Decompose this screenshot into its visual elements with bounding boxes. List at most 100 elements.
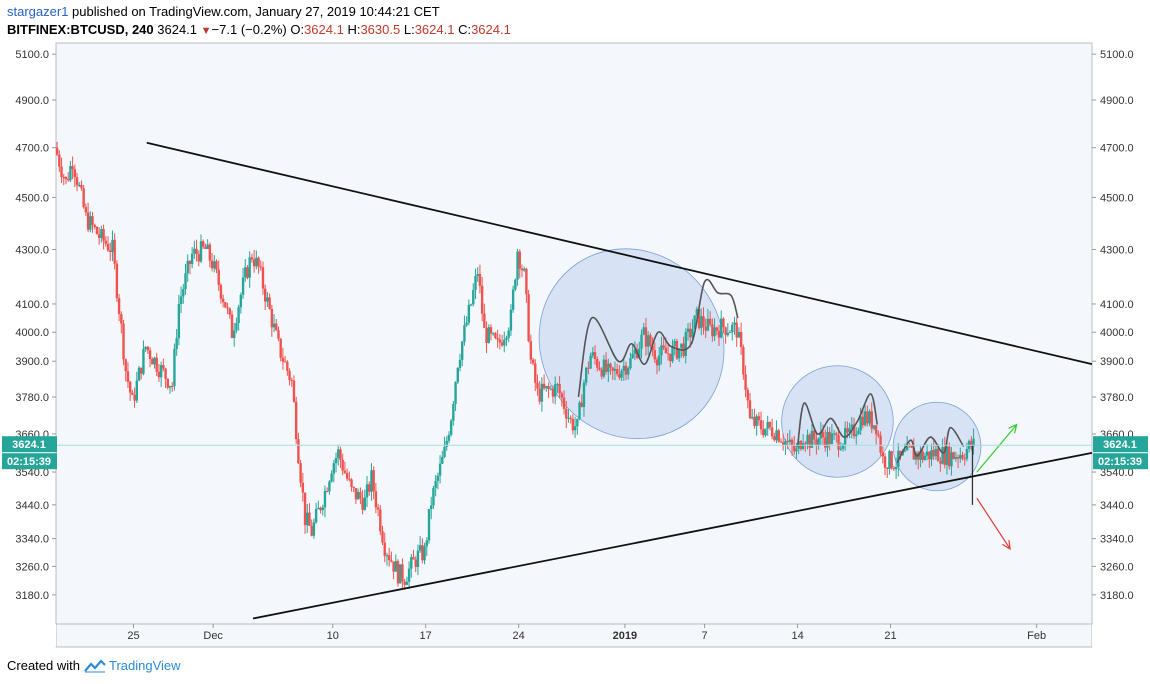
candle-body <box>702 316 705 327</box>
candle-body <box>268 297 271 309</box>
candle-body <box>458 359 462 368</box>
candle-body <box>553 384 557 397</box>
candle-body <box>131 392 134 395</box>
x-tick-label: 17 <box>420 630 432 642</box>
x-tick-label: 7 <box>702 630 708 642</box>
candle-body <box>199 241 203 262</box>
wave-curve-2[interactable] <box>796 393 879 447</box>
candle-body <box>518 251 521 269</box>
candle-body <box>202 241 205 247</box>
candle-body <box>868 411 871 424</box>
candle-body <box>461 341 464 360</box>
candle-body <box>106 243 110 251</box>
candle-body <box>483 313 486 329</box>
candle-body <box>142 349 145 374</box>
open-label: O: <box>290 22 305 37</box>
candle-body <box>972 438 975 447</box>
arrow-up[interactable] <box>976 424 1018 473</box>
candle-body <box>332 463 336 474</box>
candle-body <box>443 446 446 457</box>
candle-body <box>631 353 634 359</box>
candle-body <box>370 470 373 492</box>
arrow-down[interactable] <box>976 497 1011 550</box>
y-tick-label-left: 3340.0 <box>15 534 49 546</box>
candle-body <box>560 393 564 398</box>
candle-body <box>651 346 654 351</box>
candle-body <box>686 328 690 332</box>
candle-body <box>93 224 96 227</box>
candle-body <box>288 370 291 380</box>
right-axis-bg <box>1092 43 1150 647</box>
close-value: 3624.1 <box>471 22 511 37</box>
candle-body <box>290 379 293 381</box>
candle-body <box>715 327 718 331</box>
candle-body <box>503 339 506 346</box>
candle-body <box>246 267 249 278</box>
candle-body <box>427 509 431 541</box>
ellipse-annotation-3[interactable] <box>886 395 988 497</box>
high-label: H: <box>347 22 361 37</box>
candle-body <box>75 177 79 186</box>
candle-body <box>188 260 192 265</box>
candle-body <box>921 451 924 461</box>
candle-body <box>412 557 415 560</box>
candle-body <box>237 307 240 324</box>
low-label: L: <box>403 22 415 37</box>
candle-body <box>819 431 823 439</box>
candle-body <box>655 359 659 366</box>
resistance-trendline[interactable] <box>146 141 1093 366</box>
candle-body <box>680 343 683 349</box>
candle-body <box>735 322 738 338</box>
wave-curve-1[interactable] <box>577 278 739 398</box>
candle-body <box>596 359 599 368</box>
wave-curve-3[interactable] <box>896 426 965 463</box>
candle-body <box>600 369 603 377</box>
candle-body <box>418 545 422 551</box>
candle-body <box>359 491 362 499</box>
candle-body <box>465 322 468 326</box>
x-tick-label: 21 <box>884 630 896 642</box>
author-link[interactable]: stargazer1 <box>7 4 69 19</box>
candle-body <box>230 314 234 338</box>
support-trendline[interactable] <box>252 451 1093 620</box>
candle-body <box>385 555 389 557</box>
candle-body <box>857 430 860 435</box>
candle-body <box>204 246 207 249</box>
candle-body <box>824 437 827 448</box>
candle-body <box>480 285 484 314</box>
candle-body <box>939 461 942 464</box>
candle-body <box>403 581 406 585</box>
candle-body <box>396 561 400 584</box>
candle-body <box>826 431 829 448</box>
candle-body <box>341 459 344 471</box>
candle-body <box>941 447 944 464</box>
candle-body <box>162 365 165 369</box>
candle-body <box>580 402 583 408</box>
tradingview-link[interactable]: TradingView <box>109 658 181 673</box>
countdown-badge-left <box>2 453 57 470</box>
candle-body <box>472 290 475 305</box>
candle-body <box>345 472 349 479</box>
candle-body <box>126 371 130 382</box>
price-chart[interactable]: 5100.0 5100.0 4900.0 4900.0 4700.0 4700.0 4500… <box>0 0 1150 650</box>
candle-body <box>892 467 896 470</box>
candle-body <box>514 279 517 290</box>
candle-body <box>117 298 121 315</box>
candle-body <box>591 352 595 356</box>
candle-body <box>405 581 409 585</box>
candle-body <box>266 297 269 302</box>
y-tick-label-left: 3440.0 <box>15 500 49 512</box>
candle-body <box>923 455 927 461</box>
candle-body <box>445 440 448 447</box>
candle-body <box>728 332 732 334</box>
candle-body <box>569 417 572 419</box>
candle-body <box>294 401 298 440</box>
candle-body <box>339 449 342 460</box>
candle-body <box>89 216 92 230</box>
candle-body <box>629 358 632 369</box>
candle-body <box>584 367 588 383</box>
candle-body <box>500 342 504 346</box>
candle-body <box>562 397 566 409</box>
candle-body <box>179 296 183 305</box>
last-price-label: 3624.1 <box>157 22 198 37</box>
